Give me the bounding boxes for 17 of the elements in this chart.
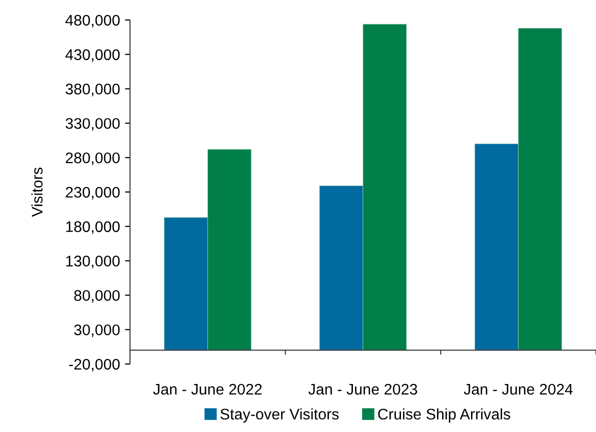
legend-label: Cruise Ship Arrivals — [378, 408, 510, 423]
y-tick-label: 130,000 — [66, 256, 120, 268]
y-tick-label: 80,000 — [74, 290, 120, 303]
y-axis-title: Visitors — [31, 168, 43, 217]
y-tick-label: 230,000 — [66, 186, 120, 200]
y-tick-label: 280,000 — [66, 152, 120, 166]
x-tick-label: Jan - June 2023 — [308, 384, 418, 395]
x-tick-label: Jan - June 2022 — [153, 384, 262, 395]
y-tick-label: 30,000 — [74, 324, 120, 338]
y-tick-label: 430,000 — [65, 49, 120, 62]
y-tick-label: 380,000 — [66, 84, 120, 96]
y-tick-label: -20,000 — [69, 358, 120, 372]
x-tick-label: Jan - June 2024 — [464, 384, 573, 395]
y-tick-label: 330,000 — [66, 118, 120, 131]
y-tick-label: 480,000 — [65, 14, 120, 28]
y-tick-label: 180,000 — [66, 221, 120, 234]
legend-label: Stay-over Visitors — [220, 408, 339, 423]
